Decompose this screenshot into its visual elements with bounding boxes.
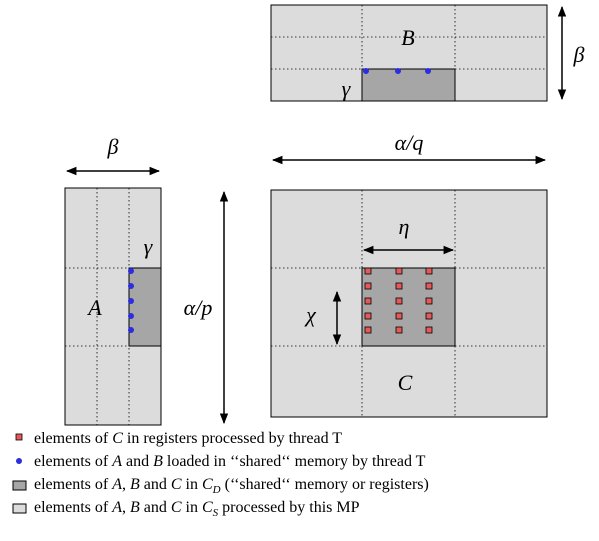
text-part: A: [111, 499, 122, 516]
matrix-b: B γ β: [270, 4, 585, 102]
text-part: D: [212, 484, 221, 496]
text-part: C: [202, 476, 213, 493]
beta-label: β: [107, 134, 119, 159]
register-element: [364, 326, 372, 334]
shape: [425, 68, 431, 74]
chi-label: χ: [304, 302, 317, 327]
text-part: C: [202, 499, 213, 516]
shape: [128, 283, 134, 289]
register-element: [395, 282, 403, 290]
text-part: C: [171, 476, 182, 493]
register-element: [425, 267, 433, 275]
gamma-label: γ: [144, 234, 154, 259]
text-part: elements of: [34, 499, 112, 516]
text-part: A: [111, 453, 122, 470]
register-elements: [364, 267, 433, 334]
shape: [128, 267, 162, 347]
text-part: ,: [122, 476, 130, 493]
matrix-label: A: [86, 295, 102, 320]
alpha-p-label: α/p: [184, 295, 213, 320]
text-part: in registers processed by thread T: [123, 430, 342, 447]
text-part: A: [111, 476, 122, 493]
text-part: elements of: [34, 476, 112, 493]
register-element: [364, 297, 372, 305]
shape: [12, 480, 27, 491]
register-element: [425, 326, 433, 334]
text-part: elements of: [34, 453, 112, 470]
shape: [128, 298, 134, 304]
text-part: loaded in ‘‘shared‘‘ memory by thread T: [163, 453, 426, 470]
shape: [361, 68, 456, 102]
beta-label: β: [573, 42, 585, 67]
shape: [128, 327, 134, 333]
matrix-label: B: [401, 25, 414, 50]
register-element: [395, 297, 403, 305]
shape: [361, 267, 456, 347]
text-part: in: [182, 499, 202, 516]
eta-label: η: [399, 214, 410, 239]
text-part: B: [130, 499, 140, 516]
text-part: (‘‘shared‘‘ memory or registers): [221, 476, 429, 493]
matrix-a: A γ β α/p: [64, 134, 229, 426]
legend: elements of C in registers processed by …: [12, 430, 429, 519]
text-part: C: [112, 430, 123, 447]
text-part: S: [213, 507, 219, 519]
alpha-q-label: α/q: [395, 130, 424, 155]
matrix-label: C: [398, 370, 413, 395]
text-part: in: [182, 476, 202, 493]
register-element: [364, 267, 372, 275]
text-part: ,: [122, 499, 130, 516]
shape: [15, 433, 23, 441]
matrix-c: η χ C: [270, 189, 548, 418]
text-part: C: [171, 499, 182, 516]
register-element: [425, 282, 433, 290]
shape: [128, 313, 134, 319]
legend-item: elements of A, B and C in CS processed b…: [34, 499, 360, 519]
legend-item: elements of A, B and C in CD (‘‘shared‘‘…: [34, 476, 429, 496]
text-part: processed by this MP: [218, 499, 359, 516]
text-part: and: [140, 476, 171, 493]
register-element: [395, 267, 403, 275]
register-element: [395, 312, 403, 320]
shape: [128, 268, 134, 274]
legend-item: elements of C in registers processed by …: [34, 430, 342, 447]
text-part: and: [140, 499, 171, 516]
shape: [16, 458, 22, 464]
text-part: B: [130, 476, 140, 493]
register-element: [395, 326, 403, 334]
gamma-label: γ: [342, 76, 352, 101]
shape: [12, 503, 27, 514]
text-part: elements of: [34, 430, 112, 447]
legend-item: elements of A and B loaded in ‘‘shared‘‘…: [34, 453, 426, 470]
shape: [363, 68, 369, 74]
register-element: [364, 282, 372, 290]
text-part: B: [153, 453, 163, 470]
register-element: [364, 312, 372, 320]
shape: [395, 68, 401, 74]
register-element: [425, 312, 433, 320]
text-part: and: [122, 453, 153, 470]
register-element: [425, 297, 433, 305]
